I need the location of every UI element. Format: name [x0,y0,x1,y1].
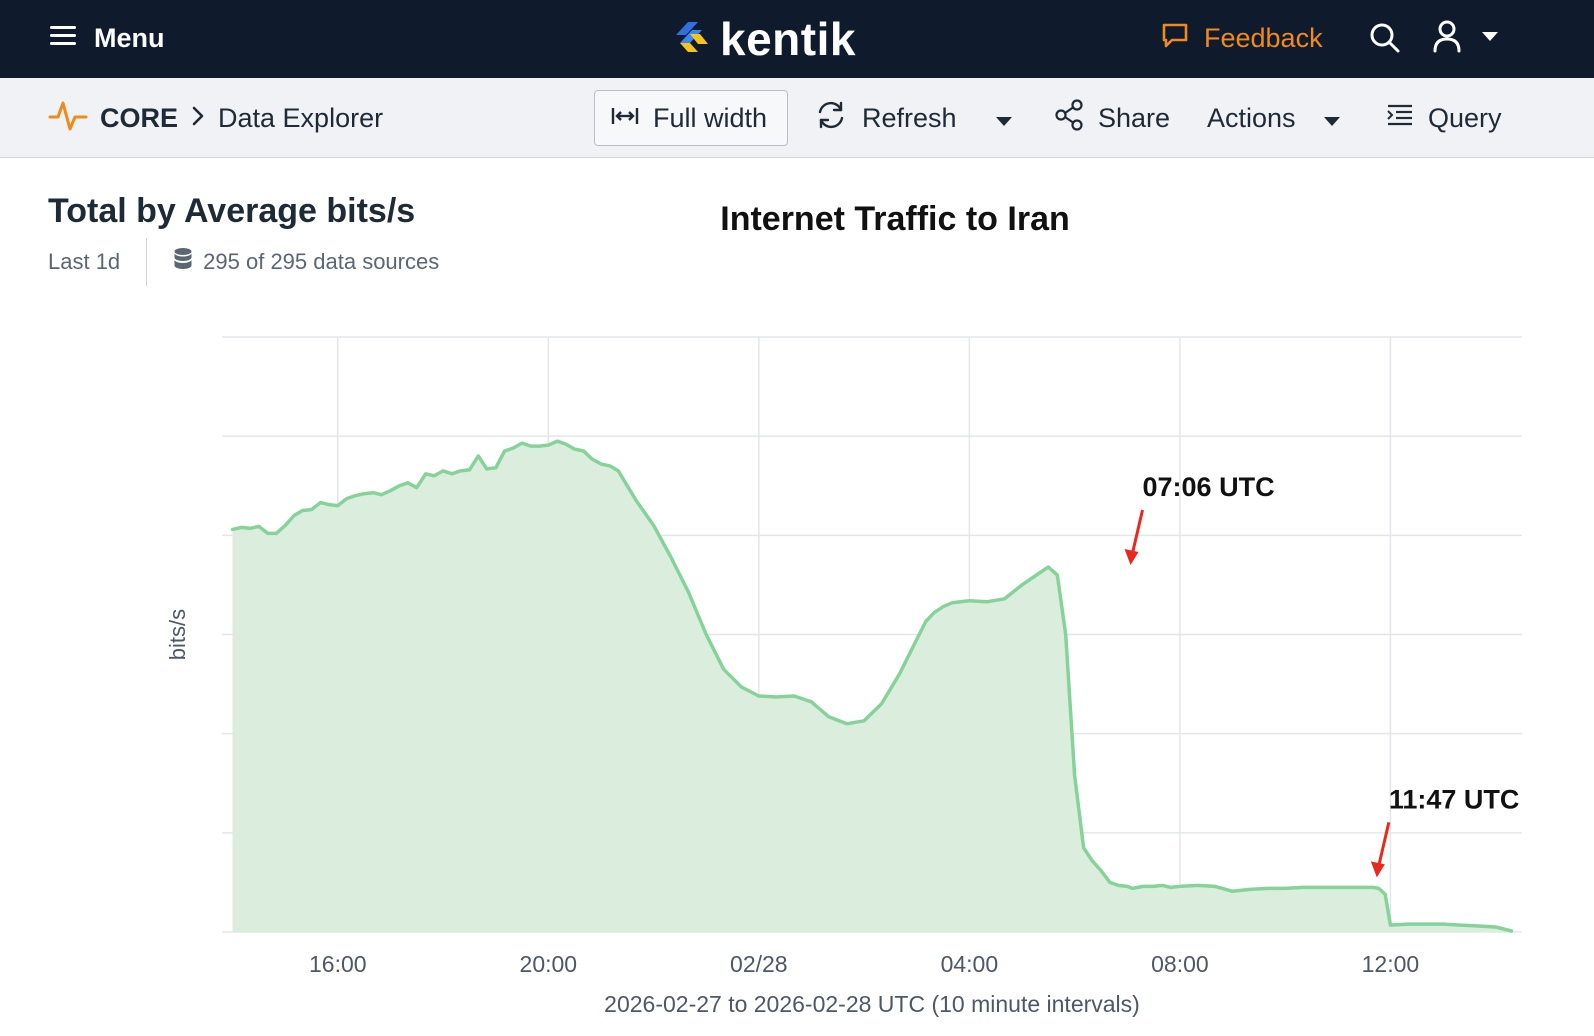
pulse-icon [48,97,88,140]
annotation-label: 07:06 UTC [1143,472,1275,502]
traffic-chart: Internet Traffic to Iran 16:00 20:00 02/28 0… [165,200,1522,1017]
expand-horizontal-icon [611,103,639,134]
annotation-arrow-head [1370,861,1385,878]
time-range-label[interactable]: Last 1d [48,249,121,274]
refresh-options-dropdown[interactable] [992,90,1016,146]
x-tick-label: 08:00 [1151,951,1209,977]
series-area [232,441,1512,932]
breadcrumb-section[interactable]: CORE [100,102,179,133]
logo-wordmark: kentik [720,13,856,65]
refresh-button[interactable]: Refresh [814,90,957,146]
query-button[interactable]: Query [1386,90,1502,146]
full-width-button[interactable]: Full width [594,90,788,146]
query-label: Query [1428,102,1502,133]
annotation-arrow-head [1124,549,1139,566]
chevron-right-icon [190,103,206,134]
page-toolbar: CORE Data Explorer Full width Refresh Sh… [0,78,1594,158]
menu-label: Menu [94,22,165,53]
x-tick-label: 02/28 [730,951,788,977]
share-icon [1054,98,1084,138]
breadcrumb: CORE Data Explorer [48,98,383,138]
user-menu-button[interactable] [1432,18,1500,58]
actions-dropdown[interactable]: Actions [1207,90,1342,146]
refresh-label: Refresh [862,102,957,133]
chart-title: Internet Traffic to Iran [720,200,1070,238]
kentik-logo-mark-icon [676,20,714,59]
chat-bubble-icon [1160,20,1190,57]
x-axis-label: 2026-02-27 to 2026-02-28 UTC (10 minute … [604,991,1140,1017]
annotation-arrow-shaft [1377,822,1391,866]
annotation-label: 11:47 UTC [1389,784,1520,814]
refresh-icon [814,100,848,137]
breadcrumb-page: Data Explorer [218,102,384,133]
y-axis-label: bits/s [165,609,190,660]
meta-divider [146,238,148,286]
menu-button[interactable]: Menu [48,18,165,58]
search-button[interactable] [1367,20,1403,56]
query-list-icon [1386,103,1414,134]
kentik-logo[interactable]: kentik [676,12,856,66]
panel-meta: Last 1d 295 of 295 data sources [48,238,439,286]
share-label: Share [1098,102,1171,133]
x-tick-label: 04:00 [941,951,999,977]
search-icon [1367,23,1403,60]
chevron-down-icon [994,103,1014,134]
x-tick-label: 16:00 [309,951,367,977]
user-icon [1432,19,1462,58]
chevron-down-icon [1480,29,1500,47]
feedback-button[interactable]: Feedback [1160,18,1323,58]
share-button[interactable]: Share [1054,90,1170,146]
full-width-label: Full width [653,102,768,133]
database-icon [173,247,193,277]
annotation-arrow-shaft [1131,509,1144,554]
panel-title: Total by Average bits/s [48,192,416,230]
feedback-label: Feedback [1204,22,1323,53]
x-tick-label: 20:00 [520,951,578,977]
data-sources-indicator[interactable]: 295 of 295 data sources [173,247,439,277]
data-sources-label: 295 of 295 data sources [203,249,440,274]
hamburger-menu-icon [48,23,78,54]
top-nav-bar: Menu kentik Feedback [0,0,1594,78]
series-line [230,439,1514,933]
chevron-down-icon [1322,103,1342,134]
x-tick-label: 12:00 [1362,951,1420,977]
actions-label: Actions [1207,102,1296,133]
